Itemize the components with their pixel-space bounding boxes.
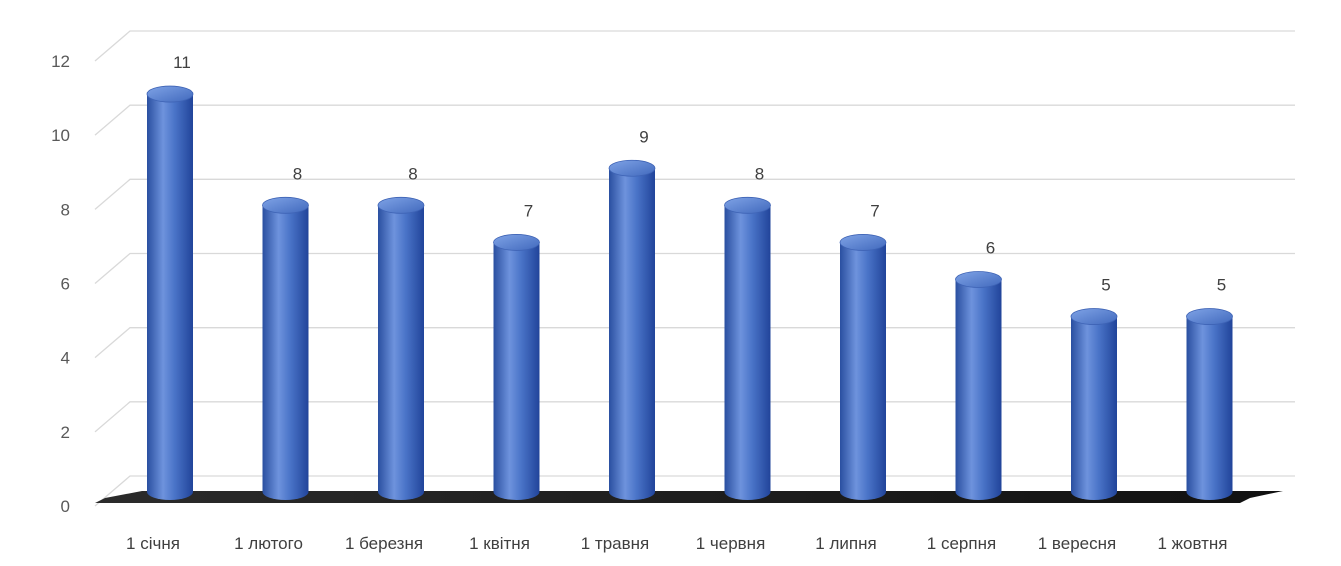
y-tick-label: 8: [61, 200, 70, 219]
y-tick-label: 2: [61, 423, 70, 442]
data-label: 7: [870, 201, 879, 220]
bar: [1070, 308, 1118, 500]
x-category-label: 1 вересня: [1038, 534, 1116, 553]
x-category-label: 1 червня: [696, 534, 766, 553]
bar: [146, 85, 194, 500]
data-label: 8: [293, 164, 302, 183]
x-category-label: 1 лютого: [234, 534, 303, 553]
data-label: 5: [1101, 276, 1110, 295]
data-label: 7: [524, 201, 533, 220]
data-label: 8: [755, 164, 764, 183]
y-tick-label: 6: [61, 275, 70, 294]
y-tick-label: 10: [51, 126, 70, 145]
y-tick-label: 4: [61, 349, 70, 368]
bar: [955, 271, 1002, 500]
x-category-label: 1 травня: [581, 534, 650, 553]
bars: [146, 85, 1233, 501]
y-tick-label: 0: [61, 497, 70, 516]
gridlines: [94, 30, 1295, 507]
data-label: 11: [173, 53, 191, 72]
x-axis-categories: 1 січня 1 лютого 1 березня 1 квітня 1 травня…: [126, 534, 1227, 553]
x-category-label: 1 серпня: [927, 534, 996, 553]
x-category-label: 1 липня: [815, 534, 876, 553]
x-category-label: 1 жовтня: [1157, 534, 1227, 553]
bar: [839, 234, 887, 500]
gridline: [94, 401, 1295, 433]
data-labels: 11 8 8 7 9 8 7 6 5 5: [173, 53, 1226, 295]
bar: [262, 196, 309, 501]
gridline: [94, 327, 1295, 359]
x-category-label: 1 березня: [345, 534, 423, 553]
bar: [377, 196, 425, 501]
bar: [724, 196, 771, 501]
data-label: 8: [408, 164, 417, 183]
data-label: 5: [1217, 276, 1226, 295]
bar: [493, 234, 540, 500]
bar: [1186, 308, 1233, 500]
y-axis-ticks: 0 2 4 6 8 10 12: [51, 52, 70, 516]
y-tick-label: 12: [51, 52, 70, 71]
data-label: 6: [986, 239, 995, 258]
gridline: [94, 475, 1295, 507]
gridline: [94, 178, 1295, 210]
gridline: [94, 30, 1295, 62]
x-category-label: 1 січня: [126, 534, 180, 553]
data-label: 9: [639, 127, 648, 146]
gridline: [94, 104, 1295, 136]
bar: [608, 159, 656, 500]
gridline: [94, 252, 1295, 284]
x-category-label: 1 квітня: [469, 534, 530, 553]
